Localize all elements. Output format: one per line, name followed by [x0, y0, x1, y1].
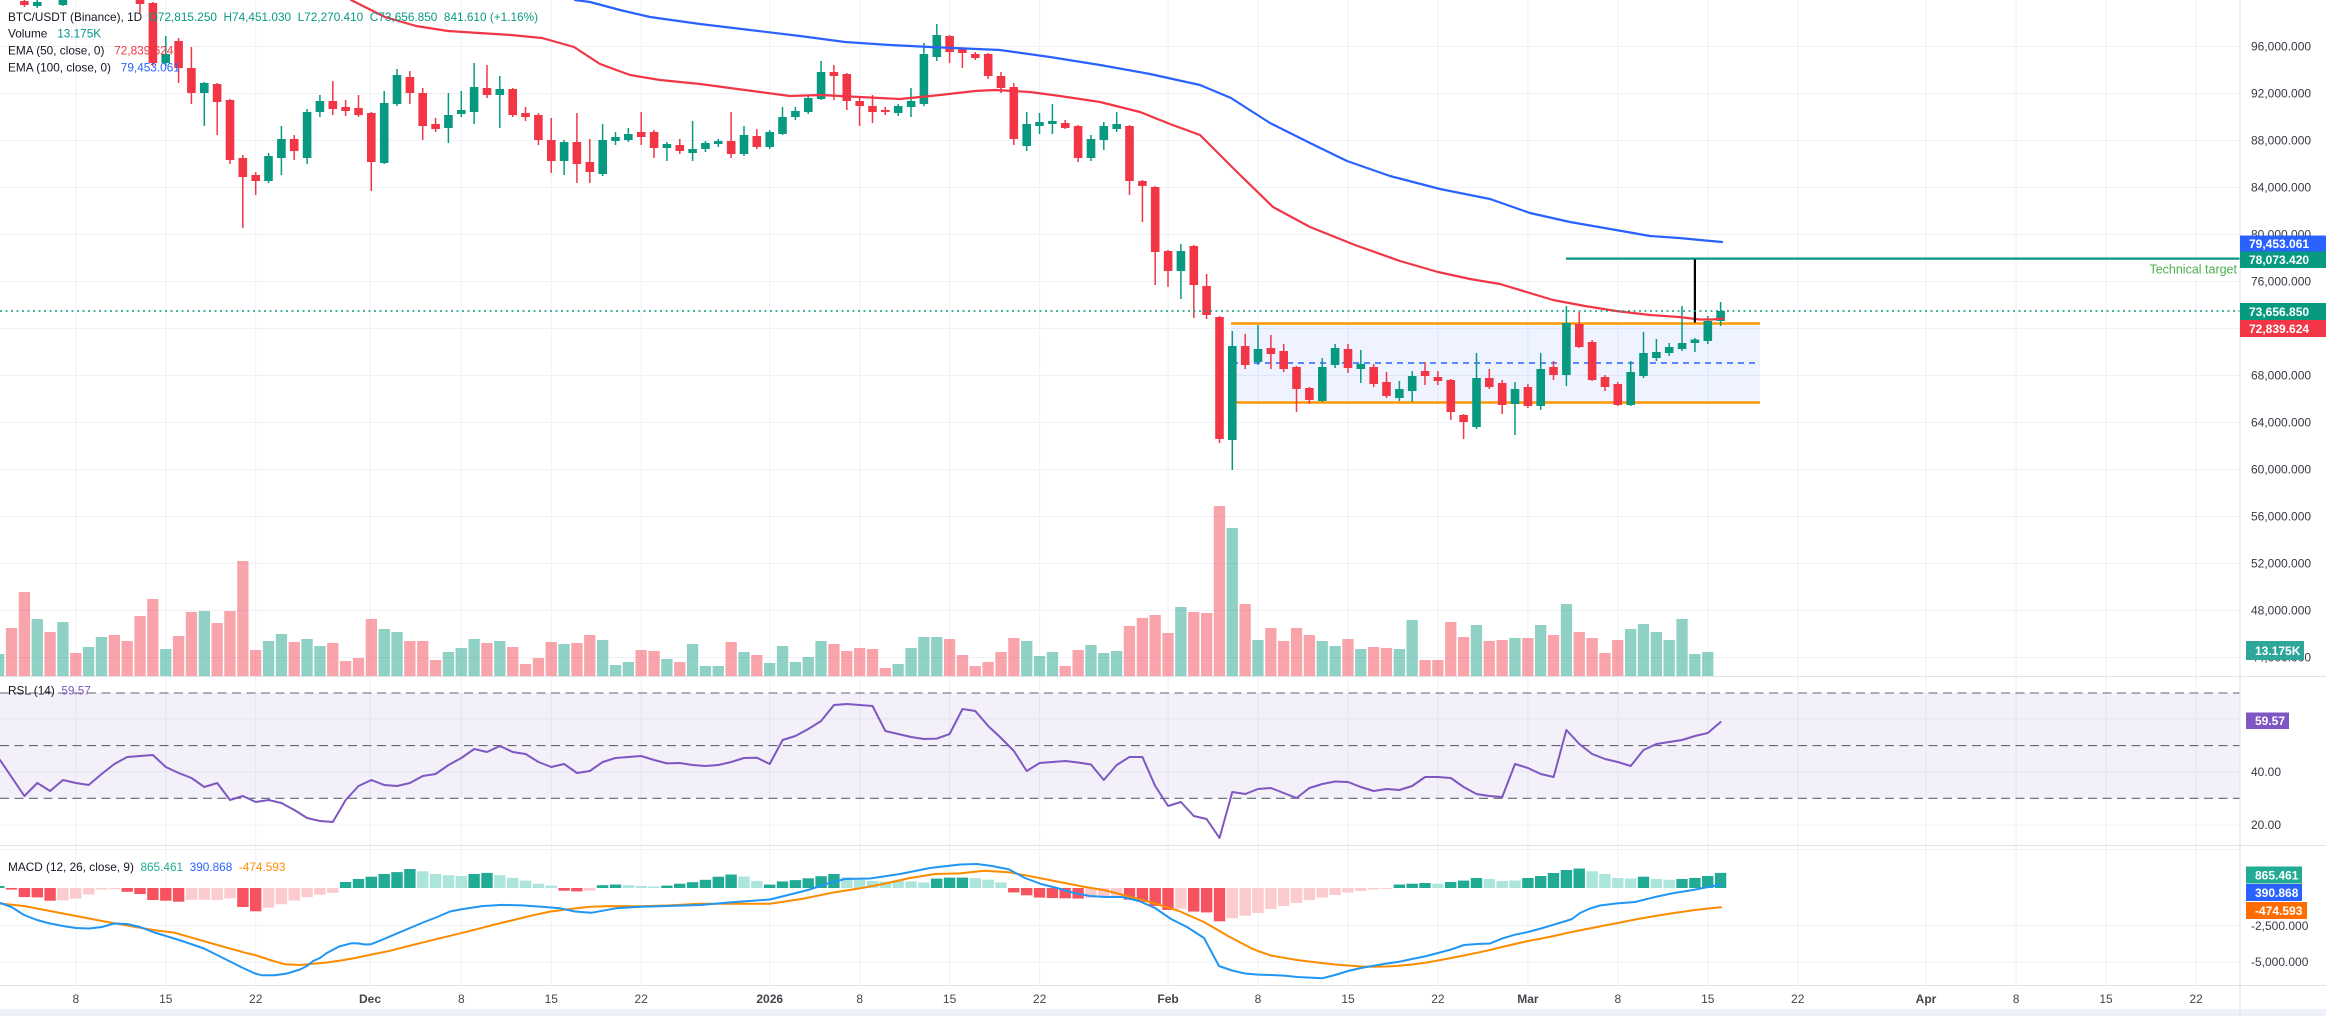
svg-text:72,839.624: 72,839.624	[2249, 322, 2309, 336]
svg-text:22: 22	[635, 992, 649, 1006]
svg-text:2026: 2026	[756, 992, 783, 1006]
svg-text:22: 22	[1431, 992, 1445, 1006]
svg-text:15: 15	[943, 992, 957, 1006]
svg-text:Mar: Mar	[1517, 992, 1539, 1006]
svg-text:390.868: 390.868	[2255, 886, 2299, 900]
svg-text:20.00: 20.00	[2251, 818, 2281, 832]
svg-text:84,000.000: 84,000.000	[2251, 181, 2311, 195]
svg-text:92,000.000: 92,000.000	[2251, 87, 2311, 101]
svg-text:Technical target: Technical target	[2149, 263, 2237, 277]
svg-text:15: 15	[1341, 992, 1355, 1006]
svg-text:RSL (14) 59.57: RSL (14) 59.57	[8, 684, 91, 698]
svg-text:-474.593: -474.593	[2255, 904, 2303, 918]
svg-text:48,000.000: 48,000.000	[2251, 604, 2311, 618]
svg-text:Dec: Dec	[359, 992, 381, 1006]
svg-text:8: 8	[2013, 992, 2020, 1006]
svg-text:22: 22	[2189, 992, 2203, 1006]
svg-text:-5,000.000: -5,000.000	[2251, 955, 2309, 969]
svg-text:8: 8	[1255, 992, 1262, 1006]
svg-text:79,453.061: 79,453.061	[2249, 237, 2309, 251]
svg-text:56,000.000: 56,000.000	[2251, 510, 2311, 524]
svg-text:Feb: Feb	[1157, 992, 1178, 1006]
svg-text:59.57: 59.57	[2255, 714, 2285, 728]
svg-text:60,000.000: 60,000.000	[2251, 463, 2311, 477]
svg-text:EMA (50, close, 0) 72,839.62: EMA (50, close, 0) 72,839.624	[8, 43, 174, 57]
svg-text:88,000.000: 88,000.000	[2251, 134, 2311, 148]
svg-text:MACD (12, 26, close, 9) 865.4: MACD (12, 26, close, 9) 865.461 390.868 …	[8, 860, 286, 874]
svg-text:22: 22	[1791, 992, 1805, 1006]
svg-text:78,073.420: 78,073.420	[2249, 253, 2309, 267]
svg-text:96,000.000: 96,000.000	[2251, 40, 2311, 54]
svg-text:76,000.000: 76,000.000	[2251, 275, 2311, 289]
svg-text:8: 8	[458, 992, 465, 1006]
svg-text:Volume 13.175K: Volume 13.175K	[8, 27, 101, 41]
svg-text:-2,500.000: -2,500.000	[2251, 919, 2309, 933]
svg-text:Apr: Apr	[1916, 992, 1937, 1006]
svg-text:EMA (100, close, 0) 79,453.0: EMA (100, close, 0) 79,453.061	[8, 60, 180, 74]
svg-text:15: 15	[2099, 992, 2113, 1006]
svg-text:15: 15	[545, 992, 559, 1006]
svg-text:22: 22	[1033, 992, 1047, 1006]
svg-text:8: 8	[856, 992, 863, 1006]
svg-text:68,000.000: 68,000.000	[2251, 369, 2311, 383]
svg-text:865.461: 865.461	[2255, 868, 2299, 882]
svg-text:52,000.000: 52,000.000	[2251, 557, 2311, 571]
svg-text:15: 15	[1701, 992, 1715, 1006]
svg-text:15: 15	[159, 992, 173, 1006]
svg-text:BTC/USDT (Binance), 1D O72,81: BTC/USDT (Binance), 1D O72,815.250 H74,4…	[8, 10, 538, 24]
svg-text:40.00: 40.00	[2251, 765, 2281, 779]
svg-text:13.175K: 13.175K	[2255, 644, 2301, 658]
svg-text:22: 22	[249, 992, 263, 1006]
svg-text:64,000.000: 64,000.000	[2251, 416, 2311, 430]
svg-text:8: 8	[1614, 992, 1621, 1006]
svg-text:8: 8	[73, 992, 80, 1006]
svg-text:73,656.850: 73,656.850	[2249, 305, 2309, 319]
